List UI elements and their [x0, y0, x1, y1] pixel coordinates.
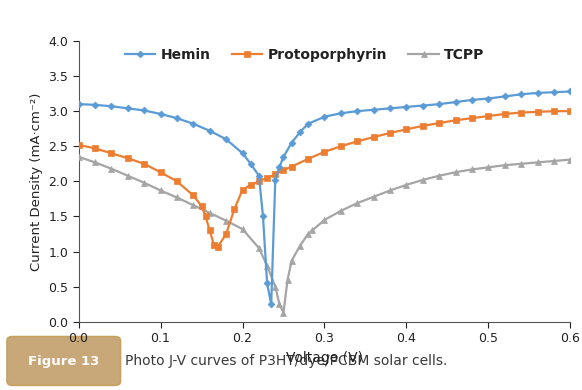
TCPP: [157, 188, 164, 193]
Hemin: [354, 109, 361, 113]
TCPP: [501, 163, 508, 168]
TCPP: [308, 228, 315, 233]
TCPP: [206, 211, 213, 215]
FancyBboxPatch shape: [7, 337, 120, 385]
Text: Figure 13: Figure 13: [28, 355, 99, 368]
TCPP: [125, 174, 132, 178]
Hemin: [469, 98, 475, 102]
Hemin: [370, 107, 377, 112]
TCPP: [551, 159, 558, 163]
Hemin: [551, 90, 558, 94]
TCPP: [280, 310, 287, 315]
TCPP: [239, 227, 246, 231]
Hemin: [338, 111, 345, 115]
Protoporphyrin: [485, 114, 492, 119]
TCPP: [354, 201, 361, 206]
Hemin: [280, 154, 287, 159]
TCPP: [223, 218, 230, 223]
Protoporphyrin: [419, 124, 426, 128]
Legend: Hemin, Protoporphyrin, TCPP: Hemin, Protoporphyrin, TCPP: [125, 48, 485, 62]
Protoporphyrin: [255, 179, 262, 184]
TCPP: [436, 174, 443, 178]
Protoporphyrin: [436, 121, 443, 126]
TCPP: [272, 284, 279, 289]
Protoporphyrin: [91, 146, 98, 151]
Hemin: [518, 92, 525, 97]
Protoporphyrin: [469, 116, 475, 121]
TCPP: [338, 209, 345, 213]
Hemin: [403, 105, 410, 109]
Hemin: [567, 89, 574, 94]
TCPP: [288, 258, 295, 263]
Protoporphyrin: [198, 204, 205, 208]
Protoporphyrin: [223, 232, 230, 236]
Protoporphyrin: [210, 242, 217, 247]
TCPP: [469, 167, 475, 172]
Protoporphyrin: [551, 109, 558, 113]
Hemin: [288, 140, 295, 145]
TCPP: [108, 167, 115, 171]
TCPP: [264, 263, 271, 268]
TCPP: [173, 195, 180, 200]
Protoporphyrin: [239, 188, 246, 192]
TCPP: [485, 165, 492, 170]
Protoporphyrin: [190, 193, 197, 198]
Hemin: [304, 121, 311, 126]
Protoporphyrin: [354, 139, 361, 144]
Protoporphyrin: [370, 135, 377, 140]
Hemin: [141, 108, 148, 113]
TCPP: [419, 177, 426, 182]
X-axis label: Voltage (V): Voltage (V): [286, 351, 363, 365]
Hemin: [108, 104, 115, 108]
Hemin: [157, 112, 164, 116]
Hemin: [276, 165, 283, 170]
TCPP: [534, 160, 541, 165]
Hemin: [190, 121, 197, 126]
Hemin: [247, 161, 254, 166]
Protoporphyrin: [202, 214, 209, 219]
Hemin: [223, 137, 230, 142]
Protoporphyrin: [272, 172, 279, 177]
Protoporphyrin: [264, 176, 271, 180]
TCPP: [255, 246, 262, 250]
Protoporphyrin: [125, 156, 132, 161]
Protoporphyrin: [231, 207, 238, 212]
Hemin: [272, 177, 279, 182]
Protoporphyrin: [108, 151, 115, 156]
Hemin: [452, 100, 459, 105]
Protoporphyrin: [567, 109, 574, 113]
TCPP: [190, 203, 197, 207]
Hemin: [125, 106, 132, 111]
TCPP: [518, 161, 525, 166]
TCPP: [276, 302, 283, 307]
Protoporphyrin: [321, 149, 328, 154]
Protoporphyrin: [501, 112, 508, 116]
Protoporphyrin: [518, 110, 525, 115]
Protoporphyrin: [288, 164, 295, 169]
Protoporphyrin: [214, 244, 221, 249]
Hemin: [255, 174, 262, 178]
TCPP: [370, 195, 377, 199]
TCPP: [304, 232, 311, 236]
TCPP: [91, 160, 98, 165]
Protoporphyrin: [338, 144, 345, 149]
Protoporphyrin: [157, 170, 164, 175]
Hemin: [321, 114, 328, 119]
Hemin: [75, 102, 82, 106]
TCPP: [567, 157, 574, 162]
Protoporphyrin: [173, 179, 180, 184]
Line: Protoporphyrin: Protoporphyrin: [76, 108, 573, 250]
Protoporphyrin: [247, 183, 254, 187]
Protoporphyrin: [452, 118, 459, 122]
TCPP: [284, 277, 291, 282]
Hemin: [485, 96, 492, 101]
Hemin: [296, 130, 303, 135]
Protoporphyrin: [141, 161, 148, 166]
TCPP: [452, 170, 459, 175]
Line: Hemin: Hemin: [76, 89, 573, 307]
Protoporphyrin: [206, 228, 213, 233]
TCPP: [141, 181, 148, 185]
Hemin: [386, 106, 393, 111]
TCPP: [296, 244, 303, 248]
